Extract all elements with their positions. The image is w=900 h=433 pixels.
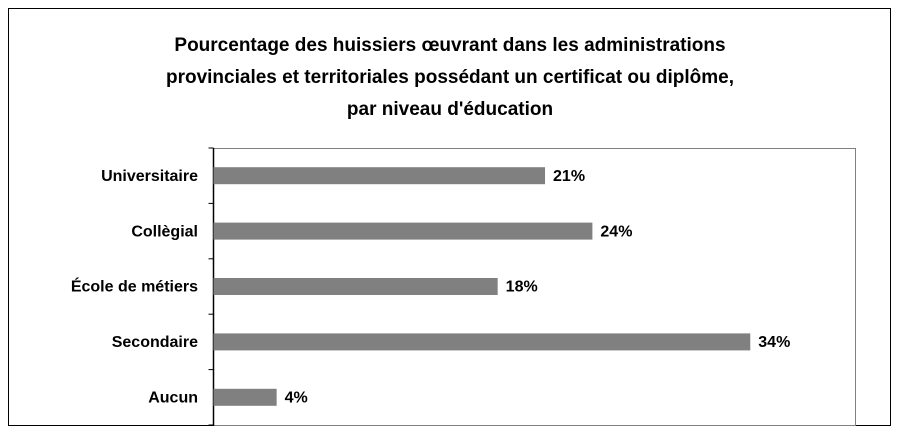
value-label: 24% — [600, 223, 632, 240]
bar — [213, 388, 277, 406]
category-label: Universitaire — [101, 168, 198, 185]
bar — [213, 167, 546, 185]
bar — [213, 222, 593, 240]
value-label: 18% — [506, 279, 538, 296]
value-label: 34% — [758, 334, 790, 351]
value-label: 21% — [553, 168, 585, 185]
bar — [213, 278, 498, 295]
value-label: 4% — [285, 390, 308, 407]
category-label: Collègial — [131, 223, 198, 240]
bar — [213, 333, 751, 351]
chart-title: Pourcentage des huissiers œuvrant dans l… — [165, 35, 735, 120]
category-label: Secondaire — [112, 334, 198, 351]
category-label: Aucun — [148, 390, 198, 407]
category-label: École de métiers — [71, 277, 198, 296]
